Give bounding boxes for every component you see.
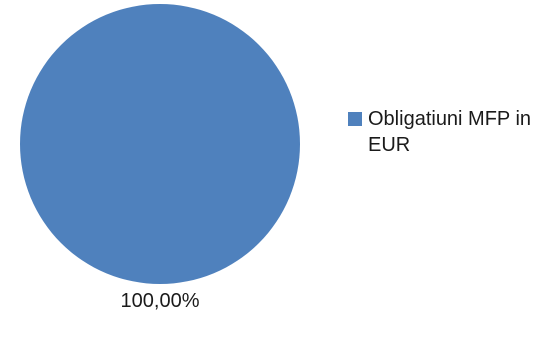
data-label-0: 100,00% [120, 290, 200, 312]
pie-slice-0 [20, 4, 300, 284]
legend-label-obligatiuni: Obligatiuni MFP in EUR [368, 108, 532, 156]
legend: Obligatiuni MFP in EUR [348, 106, 557, 158]
legend-swatch-obligatiuni [348, 112, 362, 126]
